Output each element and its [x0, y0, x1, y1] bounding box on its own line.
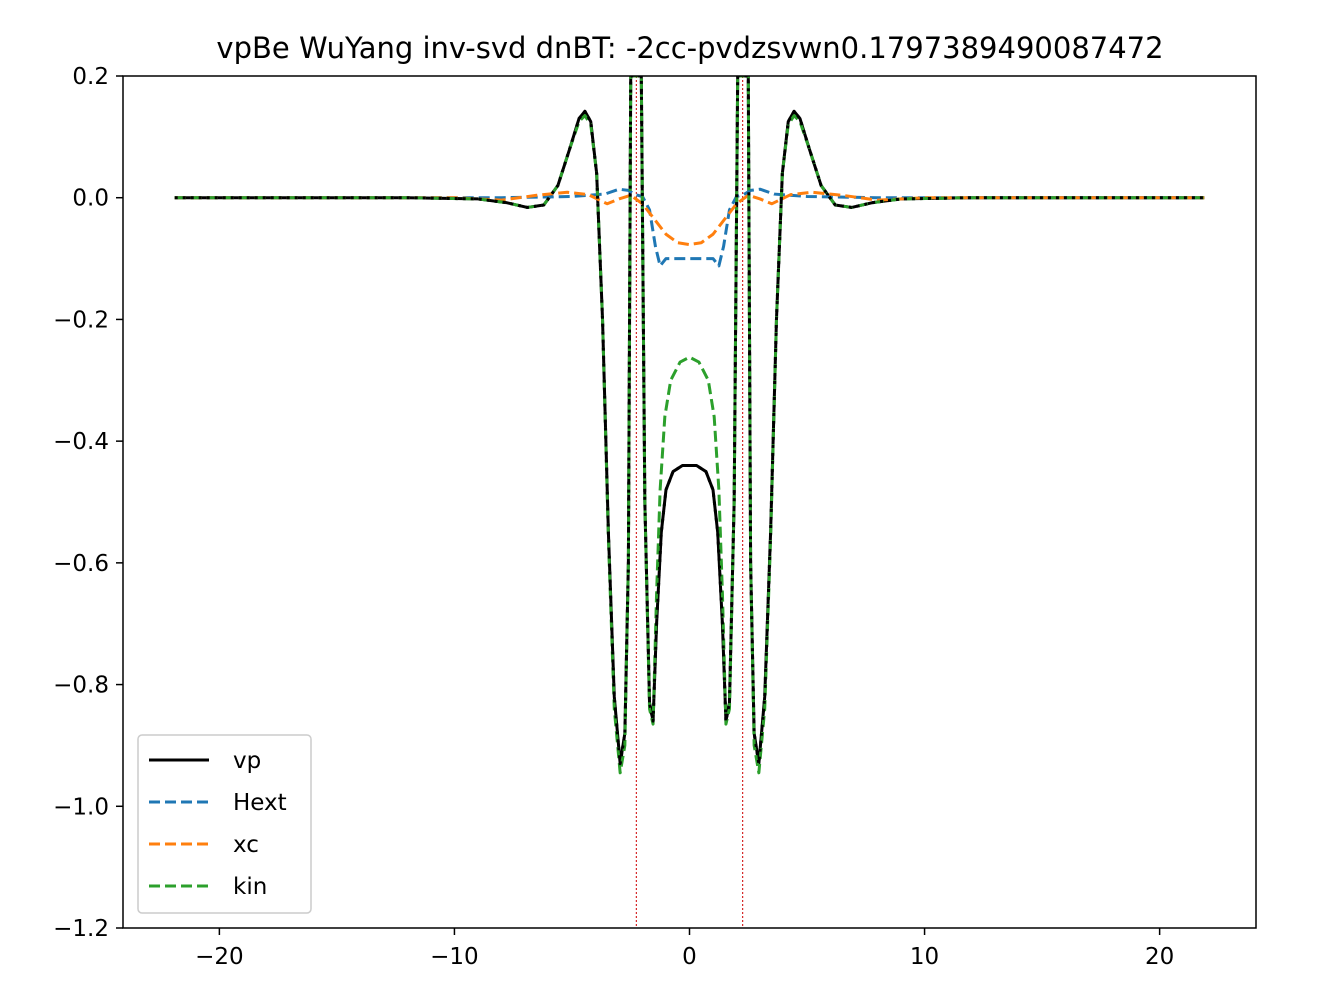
- y-tick-label: −0.4: [53, 429, 109, 455]
- x-axis: −20 −10 0 10 20: [195, 928, 1174, 970]
- chart-title: vpBe WuYang inv-svd dnBT: -2cc-pvdzsvwn0…: [216, 31, 1163, 65]
- legend-label-vp: vp: [233, 748, 261, 774]
- legend-label-xc: xc: [233, 832, 259, 858]
- x-tick-label: 20: [1145, 944, 1174, 970]
- x-tick-label: −20: [195, 944, 244, 970]
- legend: vp Hext xc kin: [137, 734, 312, 914]
- y-tick-label: −1.2: [53, 916, 109, 942]
- y-tick-label: −0.2: [53, 307, 109, 333]
- y-tick-label: 0.0: [72, 186, 109, 212]
- series-line-kin: [174, 76, 1205, 775]
- x-tick-label: −10: [430, 944, 479, 970]
- y-tick-label: −1.0: [53, 794, 109, 820]
- series-layer: [174, 76, 1205, 775]
- x-tick-label: 10: [910, 944, 939, 970]
- y-axis: 0.2 0.0 −0.2 −0.4 −0.6 −0.8 −1.0 −1.2: [53, 64, 123, 942]
- x-tick-label: 0: [682, 944, 697, 970]
- legend-label-kin: kin: [233, 874, 267, 900]
- plot-area: [174, 76, 1205, 928]
- legend-label-hext: Hext: [233, 790, 287, 816]
- y-tick-label: −0.6: [53, 551, 109, 577]
- series-line-vp: [174, 76, 1205, 766]
- legend-box: [137, 734, 312, 914]
- y-tick-label: 0.2: [72, 64, 109, 90]
- y-tick-label: −0.8: [53, 673, 109, 699]
- nuclei-markers: [635, 76, 744, 928]
- series-line-hext: [174, 187, 1205, 268]
- series-line-xc: [174, 190, 1205, 247]
